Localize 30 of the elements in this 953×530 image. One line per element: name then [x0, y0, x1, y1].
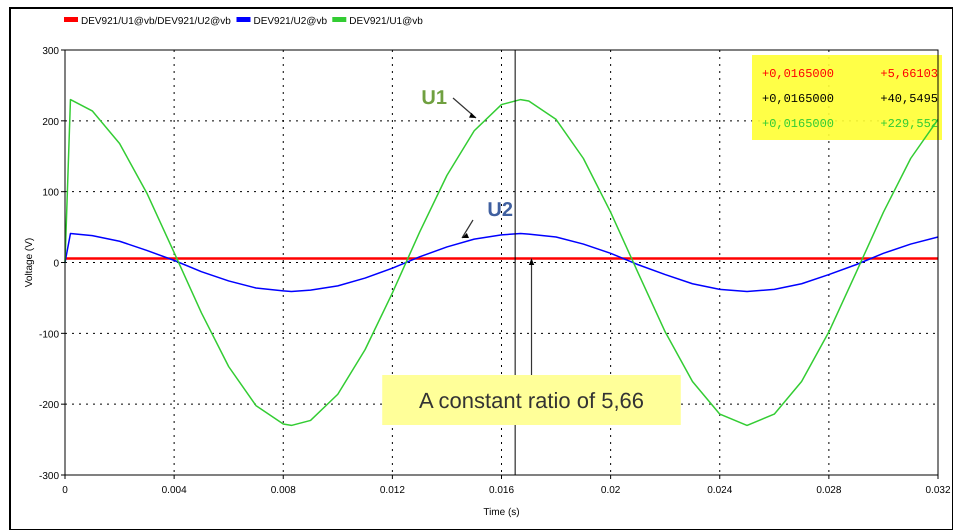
y-axis-title: Voltage (V) — [24, 238, 35, 288]
x-tick-label: 0.016 — [488, 485, 514, 496]
legend-label: DEV921/U1@vb — [349, 16, 424, 27]
annotation: +0,0165000 — [762, 92, 834, 106]
y-tick-label: -100 — [38, 329, 60, 340]
annotation: +0,0165000 — [762, 67, 834, 81]
legend-label: DEV921/U2@vb — [254, 16, 328, 27]
y-tick-label: 300 — [42, 46, 60, 57]
annotation: +5,66103 — [880, 67, 938, 81]
annotation: U2 — [487, 199, 513, 221]
x-tick-label: 0.032 — [925, 485, 951, 496]
y-tick-label: 200 — [42, 116, 60, 128]
x-tick-label: 0.028 — [816, 485, 842, 496]
x-axis-title: Time (s) — [483, 507, 520, 518]
y-tick-label: -200 — [38, 400, 60, 412]
x-tick-label: 0.02 — [600, 485, 621, 496]
y-tick-label: 100 — [42, 188, 60, 199]
x-tick-label: 0.012 — [380, 485, 406, 496]
legend-label: DEV921/U1@vb/DEV921/U2@vb — [81, 16, 232, 27]
y-tick-label: 0 — [53, 258, 60, 270]
x-tick-label: 0 — [62, 485, 68, 496]
annotation: +0,0165000 — [762, 117, 834, 131]
x-tick-label: 0.004 — [162, 485, 188, 496]
x-tick-label: 0.024 — [707, 485, 733, 496]
y-tick-label: -300 — [38, 471, 60, 482]
line-series — [64, 232, 939, 292]
annotation: A constant ratio of 5,66 — [418, 388, 644, 413]
x-tick-label: 0.008 — [270, 485, 296, 496]
annotation: U1 — [421, 87, 447, 109]
annotation: +40,5495 — [880, 92, 938, 106]
